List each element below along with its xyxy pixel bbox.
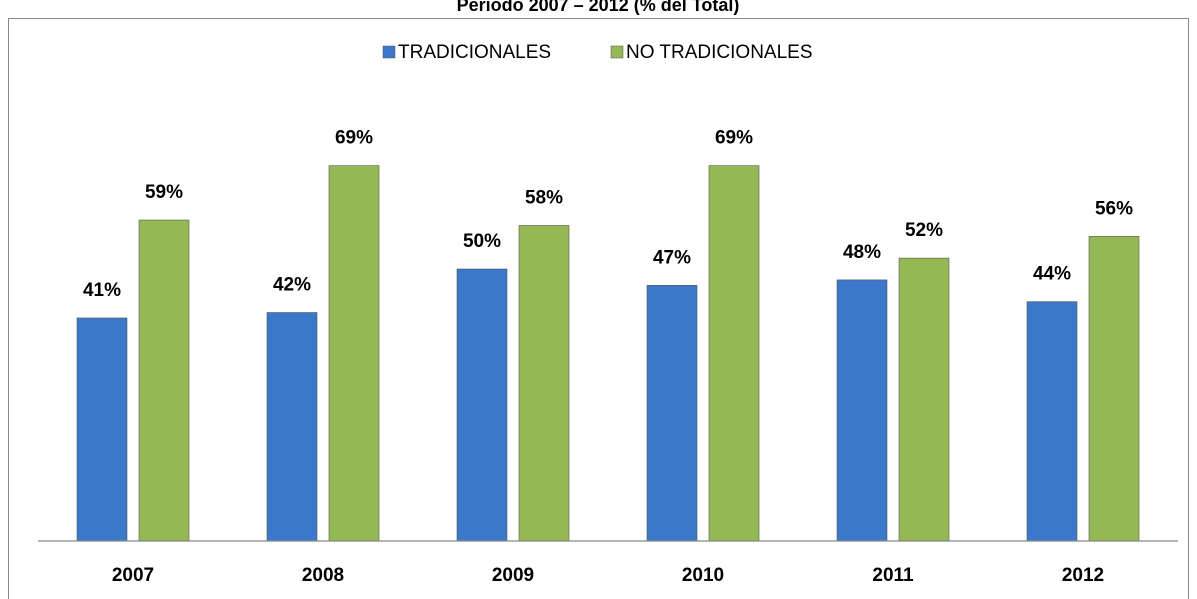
x-tick-label: 2008 <box>302 565 344 586</box>
bar <box>518 225 570 542</box>
legend-label: NO TRADICIONALES <box>626 42 813 63</box>
x-tick-label: 2009 <box>492 565 534 586</box>
bar <box>1088 236 1140 542</box>
bar <box>328 165 380 542</box>
data-label: 50% <box>463 231 501 252</box>
bar <box>836 279 888 542</box>
data-label: 48% <box>843 242 881 263</box>
data-label: 44% <box>1033 264 1071 285</box>
chart-frame <box>8 18 1189 599</box>
data-label: 52% <box>905 220 943 241</box>
bar <box>138 219 190 542</box>
data-label: 56% <box>1095 198 1133 219</box>
data-label: 69% <box>715 128 753 149</box>
bar <box>708 165 760 542</box>
legend-swatch <box>382 45 396 59</box>
x-tick-label: 2012 <box>1062 565 1104 586</box>
bar <box>266 312 318 542</box>
data-label: 69% <box>335 128 373 149</box>
legend-swatch <box>610 45 624 59</box>
data-label: 41% <box>83 280 121 301</box>
bar <box>1026 301 1078 542</box>
data-label: 47% <box>653 247 691 268</box>
x-tick-label: 2010 <box>682 565 724 586</box>
legend-label: TRADICIONALES <box>398 42 551 63</box>
data-label: 59% <box>145 182 183 203</box>
bar <box>76 317 128 542</box>
bar <box>456 268 508 542</box>
x-tick-label: 2007 <box>112 565 154 586</box>
data-label: 58% <box>525 187 563 208</box>
data-label: 42% <box>273 275 311 296</box>
bar <box>646 285 698 542</box>
bar <box>898 257 950 542</box>
x-tick-label: 2011 <box>872 565 914 586</box>
chart-title: Periodo 2007 – 2012 (% del Total) <box>457 0 740 15</box>
